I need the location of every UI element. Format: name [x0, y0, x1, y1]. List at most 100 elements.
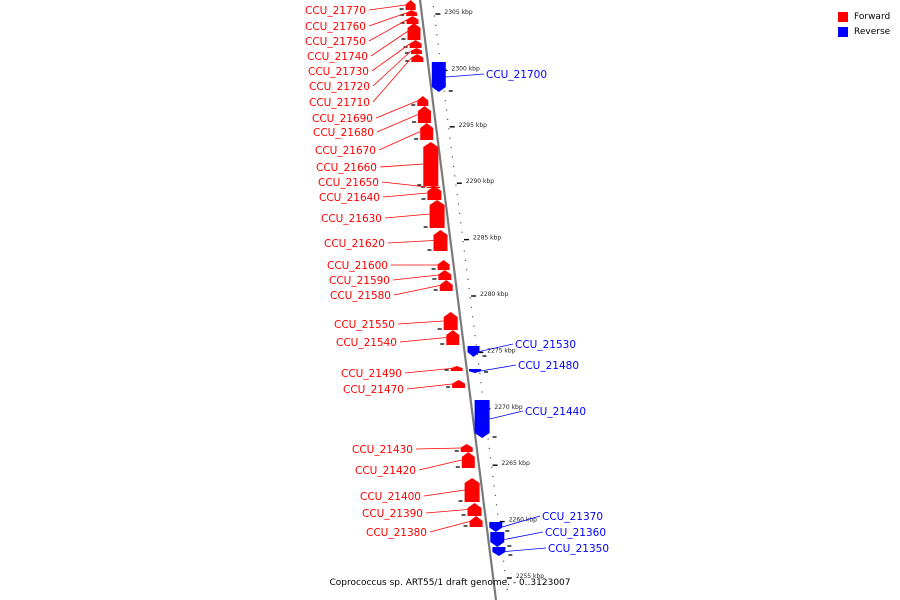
- minor-tick: [450, 147, 452, 149]
- gene-arrow-forward[interactable]: [464, 478, 480, 502]
- legend-item-forward: Forward: [838, 9, 890, 24]
- gene-label[interactable]: CCU_21580: [330, 290, 391, 302]
- gene-arrow-forward[interactable]: [405, 0, 416, 10]
- gene-arrow-forward[interactable]: [406, 16, 419, 24]
- minor-tick: [474, 335, 476, 337]
- gene-leader-line: [429, 521, 470, 533]
- gene-label[interactable]: CCU_21390: [362, 508, 423, 520]
- gene-arrow-reverse[interactable]: [489, 522, 503, 532]
- gene-arrow-forward[interactable]: [409, 40, 422, 48]
- minor-tick: [445, 109, 448, 111]
- gene-arrow-forward[interactable]: [417, 96, 429, 106]
- gene-label[interactable]: CCU_21360: [545, 527, 606, 539]
- gene-arrow-reverse[interactable]: [474, 400, 490, 438]
- minor-tick: [481, 391, 483, 393]
- gene-arrow-reverse[interactable]: [431, 62, 446, 92]
- gene-label[interactable]: CCU_21680: [313, 127, 374, 139]
- gene-arrow-forward[interactable]: [461, 452, 475, 468]
- minor-tick: [494, 494, 496, 496]
- gene-label[interactable]: CCU_21720: [309, 81, 370, 93]
- axis-tick-label: 2285 kbp: [473, 235, 501, 242]
- gene-label[interactable]: CCU_21400: [360, 491, 421, 503]
- minor-tick: [438, 53, 440, 55]
- gene-arrow-reverse[interactable]: [469, 369, 481, 373]
- gene-label[interactable]: CCU_21690: [312, 113, 373, 125]
- gene-arrow-forward[interactable]: [437, 260, 450, 270]
- gene-leader-line: [445, 73, 485, 78]
- minor-tick: [466, 269, 468, 271]
- minor-tick: [491, 466, 493, 468]
- gene-label[interactable]: CCU_21490: [341, 368, 402, 380]
- gene-label[interactable]: CCU_21590: [329, 275, 390, 287]
- minor-tick: [492, 476, 494, 478]
- gene-arrow-forward[interactable]: [460, 444, 473, 452]
- gene-arrow-reverse[interactable]: [492, 547, 506, 556]
- gene-arrow-forward[interactable]: [450, 366, 463, 371]
- gene-arrow-forward[interactable]: [429, 200, 445, 228]
- gene-label[interactable]: CCU_21620: [324, 238, 385, 250]
- gene-arrow-forward[interactable]: [418, 106, 431, 123]
- gene-arrow-reverse[interactable]: [490, 532, 505, 547]
- gene-label[interactable]: CCU_21530: [515, 339, 576, 351]
- gene-label[interactable]: CCU_21730: [308, 66, 369, 78]
- gene-label[interactable]: CCU_21380: [366, 527, 427, 539]
- gene-leader-line: [392, 274, 439, 281]
- gene-label[interactable]: CCU_21710: [309, 97, 370, 109]
- gene-label[interactable]: CCU_21430: [352, 444, 413, 456]
- gene-arrow-forward[interactable]: [439, 280, 453, 291]
- minor-tick: [489, 457, 492, 459]
- gene-arrow-forward[interactable]: [446, 330, 460, 345]
- gene-arrow-forward[interactable]: [423, 142, 439, 186]
- gene-label[interactable]: CCU_21660: [316, 162, 377, 174]
- gene-label[interactable]: CCU_21470: [343, 384, 404, 396]
- gene-leader-line: [384, 213, 430, 219]
- gene-leader-line: [371, 43, 410, 72]
- gene-label[interactable]: CCU_21750: [305, 36, 366, 48]
- minor-tick: [487, 438, 489, 440]
- gene-arrow-forward[interactable]: [469, 516, 483, 527]
- gene-arrow-forward[interactable]: [467, 503, 482, 516]
- gene-leader-line: [387, 240, 434, 244]
- gene-arrow-forward[interactable]: [452, 380, 466, 388]
- gene-label[interactable]: CCU_21440: [525, 406, 586, 418]
- gene-label[interactable]: CCU_21760: [305, 21, 366, 33]
- gene-leader-line: [425, 509, 468, 514]
- gene-arrow-forward[interactable]: [407, 23, 421, 40]
- gene-label[interactable]: CCU_21420: [355, 465, 416, 477]
- minor-tick: [493, 485, 495, 487]
- gene-label[interactable]: CCU_21630: [321, 213, 382, 225]
- legend-label-forward: Forward: [854, 11, 891, 22]
- minor-tick: [444, 100, 446, 102]
- gene-arrow-forward[interactable]: [420, 123, 434, 140]
- gene-arrow-forward[interactable]: [411, 54, 424, 62]
- gene-label[interactable]: CCU_21540: [336, 337, 397, 349]
- gene-label[interactable]: CCU_21670: [315, 145, 376, 157]
- gene-label[interactable]: CCU_21650: [318, 177, 379, 189]
- minor-tick: [470, 306, 473, 308]
- gene-label[interactable]: CCU_21770: [305, 5, 366, 17]
- gene-arrow-reverse[interactable]: [467, 346, 480, 357]
- gene-arrow-forward[interactable]: [427, 186, 442, 200]
- gene-arrow-forward[interactable]: [433, 230, 448, 251]
- axis-tick-label: 2290 kbp: [466, 178, 494, 185]
- gene-arrow-forward[interactable]: [406, 10, 418, 16]
- gene-label[interactable]: CCU_21600: [327, 260, 388, 272]
- minor-tick: [463, 250, 465, 252]
- minor-tick: [451, 156, 454, 158]
- gene-label[interactable]: CCU_21640: [319, 192, 380, 204]
- legend: Forward Reverse: [838, 9, 890, 39]
- gene-label[interactable]: CCU_21550: [334, 319, 395, 331]
- gene-arrow-forward[interactable]: [438, 270, 452, 280]
- gene-label[interactable]: CCU_21700: [486, 69, 547, 81]
- minor-tick: [488, 447, 490, 449]
- gene-arrow-forward[interactable]: [411, 48, 422, 54]
- gene-label[interactable]: CCU_21350: [548, 543, 609, 555]
- gene-label[interactable]: CCU_21370: [542, 511, 603, 523]
- minor-tick: [473, 325, 475, 327]
- gene-label[interactable]: CCU_21480: [518, 360, 579, 372]
- minor-tick: [472, 316, 474, 318]
- gene-label[interactable]: CCU_21740: [307, 51, 368, 63]
- gene-arrow-forward[interactable]: [443, 312, 458, 330]
- gene-leader-line: [489, 410, 524, 420]
- reverse-swatch: [838, 26, 848, 37]
